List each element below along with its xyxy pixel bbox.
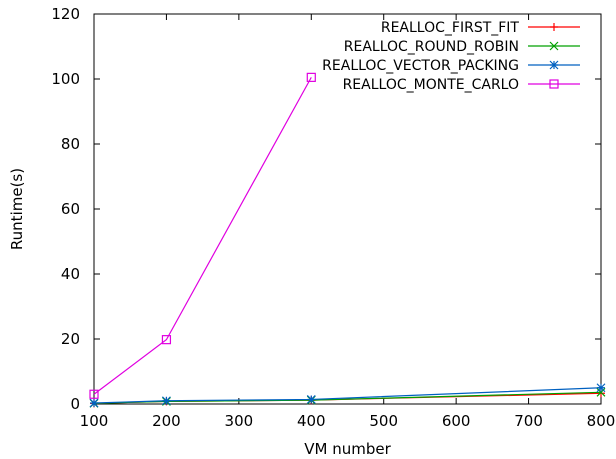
legend-label: REALLOC_FIRST_FIT — [381, 20, 520, 36]
legend-label: REALLOC_MONTE_CARLO — [343, 77, 519, 93]
data-point — [89, 398, 99, 408]
y-tick-label: 60 — [61, 200, 80, 218]
x-tick-label: 700 — [514, 412, 543, 430]
legend-marker — [549, 60, 559, 70]
data-point — [306, 72, 316, 82]
y-tick-label: 0 — [70, 395, 80, 413]
y-tick-label: 100 — [51, 70, 80, 88]
series-2 — [89, 383, 606, 408]
data-point — [89, 389, 99, 399]
legend-marker — [550, 23, 558, 31]
legend-marker — [549, 79, 559, 89]
legend-entry: REALLOC_MONTE_CARLO — [343, 77, 580, 93]
y-tick-label: 120 — [51, 5, 80, 23]
legend-entry: REALLOC_FIRST_FIT — [381, 20, 580, 36]
x-axis-label: VM number — [304, 440, 391, 458]
x-tick-label: 400 — [297, 412, 326, 430]
x-tick-label: 200 — [152, 412, 181, 430]
data-point — [306, 395, 316, 404]
y-tick-label: 20 — [61, 330, 80, 348]
series-line — [93, 77, 312, 395]
legend-entry: REALLOC_ROUND_ROBIN — [344, 39, 580, 55]
legend-label: REALLOC_ROUND_ROBIN — [344, 39, 519, 55]
y-axis-label: Runtime(s) — [8, 168, 26, 250]
series-line — [93, 387, 602, 404]
legend-label: REALLOC_VECTOR_PACKING — [322, 58, 519, 74]
x-tick-label: 500 — [369, 412, 398, 430]
x-tick-label: 100 — [80, 412, 109, 430]
series-3 — [89, 72, 316, 399]
data-point — [596, 383, 606, 393]
data-point — [162, 396, 171, 406]
data-point — [161, 335, 172, 345]
legend-entry: REALLOC_VECTOR_PACKING — [322, 58, 580, 74]
legend-marker — [549, 41, 559, 51]
x-tick-label: 800 — [587, 412, 616, 430]
y-tick-label: 40 — [61, 265, 80, 283]
y-tick-label: 80 — [61, 135, 80, 153]
x-tick-label: 300 — [225, 412, 254, 430]
x-tick-label: 600 — [442, 412, 471, 430]
